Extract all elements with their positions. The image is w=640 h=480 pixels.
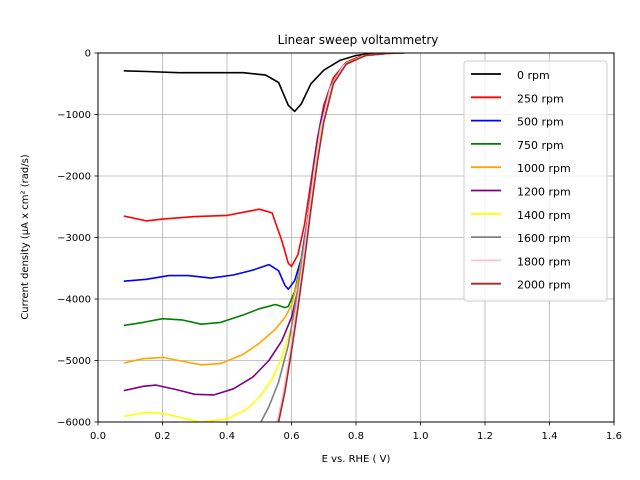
y-axis-label: Current density (μA x cm² (rad/s) <box>20 154 31 319</box>
legend-label: 750 rpm <box>517 139 564 152</box>
legend-label: 1800 rpm <box>517 255 571 268</box>
legend-label: 2000 rpm <box>517 279 571 292</box>
x-tick-label: 0.0 <box>90 431 106 442</box>
y-tick-label: 0 <box>85 49 91 60</box>
legend-label: 1400 rpm <box>517 209 571 222</box>
legend: 0 rpm 250 rpm 500 rpm 750 rpm 1000 rpm 1200 r… <box>463 60 608 302</box>
x-tick-label: 1.6 <box>606 431 622 442</box>
legend-label: 1000 rpm <box>517 162 571 175</box>
x-tick-label: 1.2 <box>477 431 493 442</box>
series-line-0-rpm <box>123 53 405 113</box>
chart-title: Linear sweep voltammetry <box>278 33 439 47</box>
y-axis: 0 −1000 −2000 −3000 −4000 −5000 −6000 <box>57 49 98 429</box>
y-tick-label: −2000 <box>57 172 91 183</box>
x-axis: 0.0 0.2 0.4 0.6 0.8 1.0 1.2 1.4 1.6 <box>90 422 622 442</box>
y-tick-label: −6000 <box>57 418 91 429</box>
y-tick-label: −1000 <box>57 110 91 121</box>
x-tick-label: 0.2 <box>155 431 171 442</box>
x-tick-label: 1.0 <box>413 431 429 442</box>
series-line-2000-rpm <box>277 53 405 422</box>
x-tick-label: 1.4 <box>542 431 558 442</box>
y-tick-label: −3000 <box>57 233 91 244</box>
legend-label: 1200 rpm <box>517 186 571 199</box>
legend-label: 0 rpm <box>517 69 550 82</box>
y-tick-label: −5000 <box>57 356 91 367</box>
series-layer <box>123 53 405 422</box>
x-tick-label: 0.6 <box>284 431 300 442</box>
legend-label: 500 rpm <box>517 116 564 129</box>
x-tick-label: 0.8 <box>348 431 364 442</box>
x-axis-label: E vs. RHE ( V) <box>322 454 391 465</box>
legend-label: 250 rpm <box>517 92 564 105</box>
y-tick-label: −4000 <box>57 295 91 306</box>
x-tick-label: 0.4 <box>219 431 235 442</box>
legend-label: 1600 rpm <box>517 232 571 245</box>
